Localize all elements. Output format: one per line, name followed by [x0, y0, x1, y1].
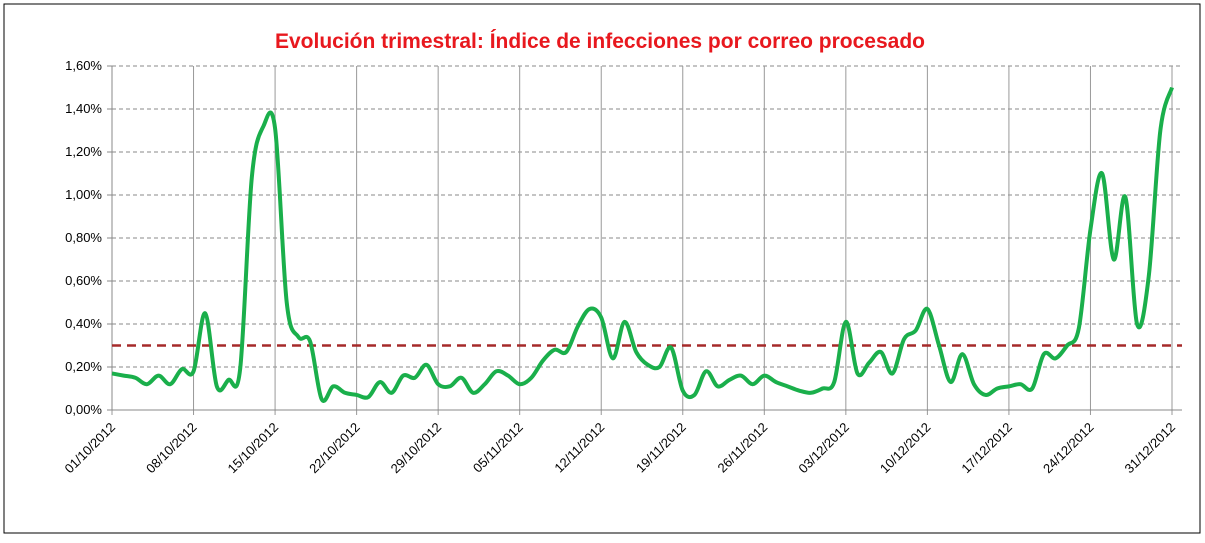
y-tick-label: 1,00% [65, 187, 102, 202]
y-tick-label: 1,20% [65, 144, 102, 159]
y-tick-label: 0,40% [65, 316, 102, 331]
y-tick-label: 0,80% [65, 230, 102, 245]
chart-title: Evolución trimestral: Índice de infeccio… [275, 30, 925, 53]
frame [3, 3, 1201, 534]
y-tick-label: 0,20% [65, 359, 102, 374]
y-tick-label: 0,60% [65, 273, 102, 288]
data-line [111, 86, 1174, 403]
y-tick-label: 1,60% [65, 58, 102, 73]
y-tick-label: 1,40% [65, 101, 102, 116]
y-tick-label: 0,00% [65, 402, 102, 417]
